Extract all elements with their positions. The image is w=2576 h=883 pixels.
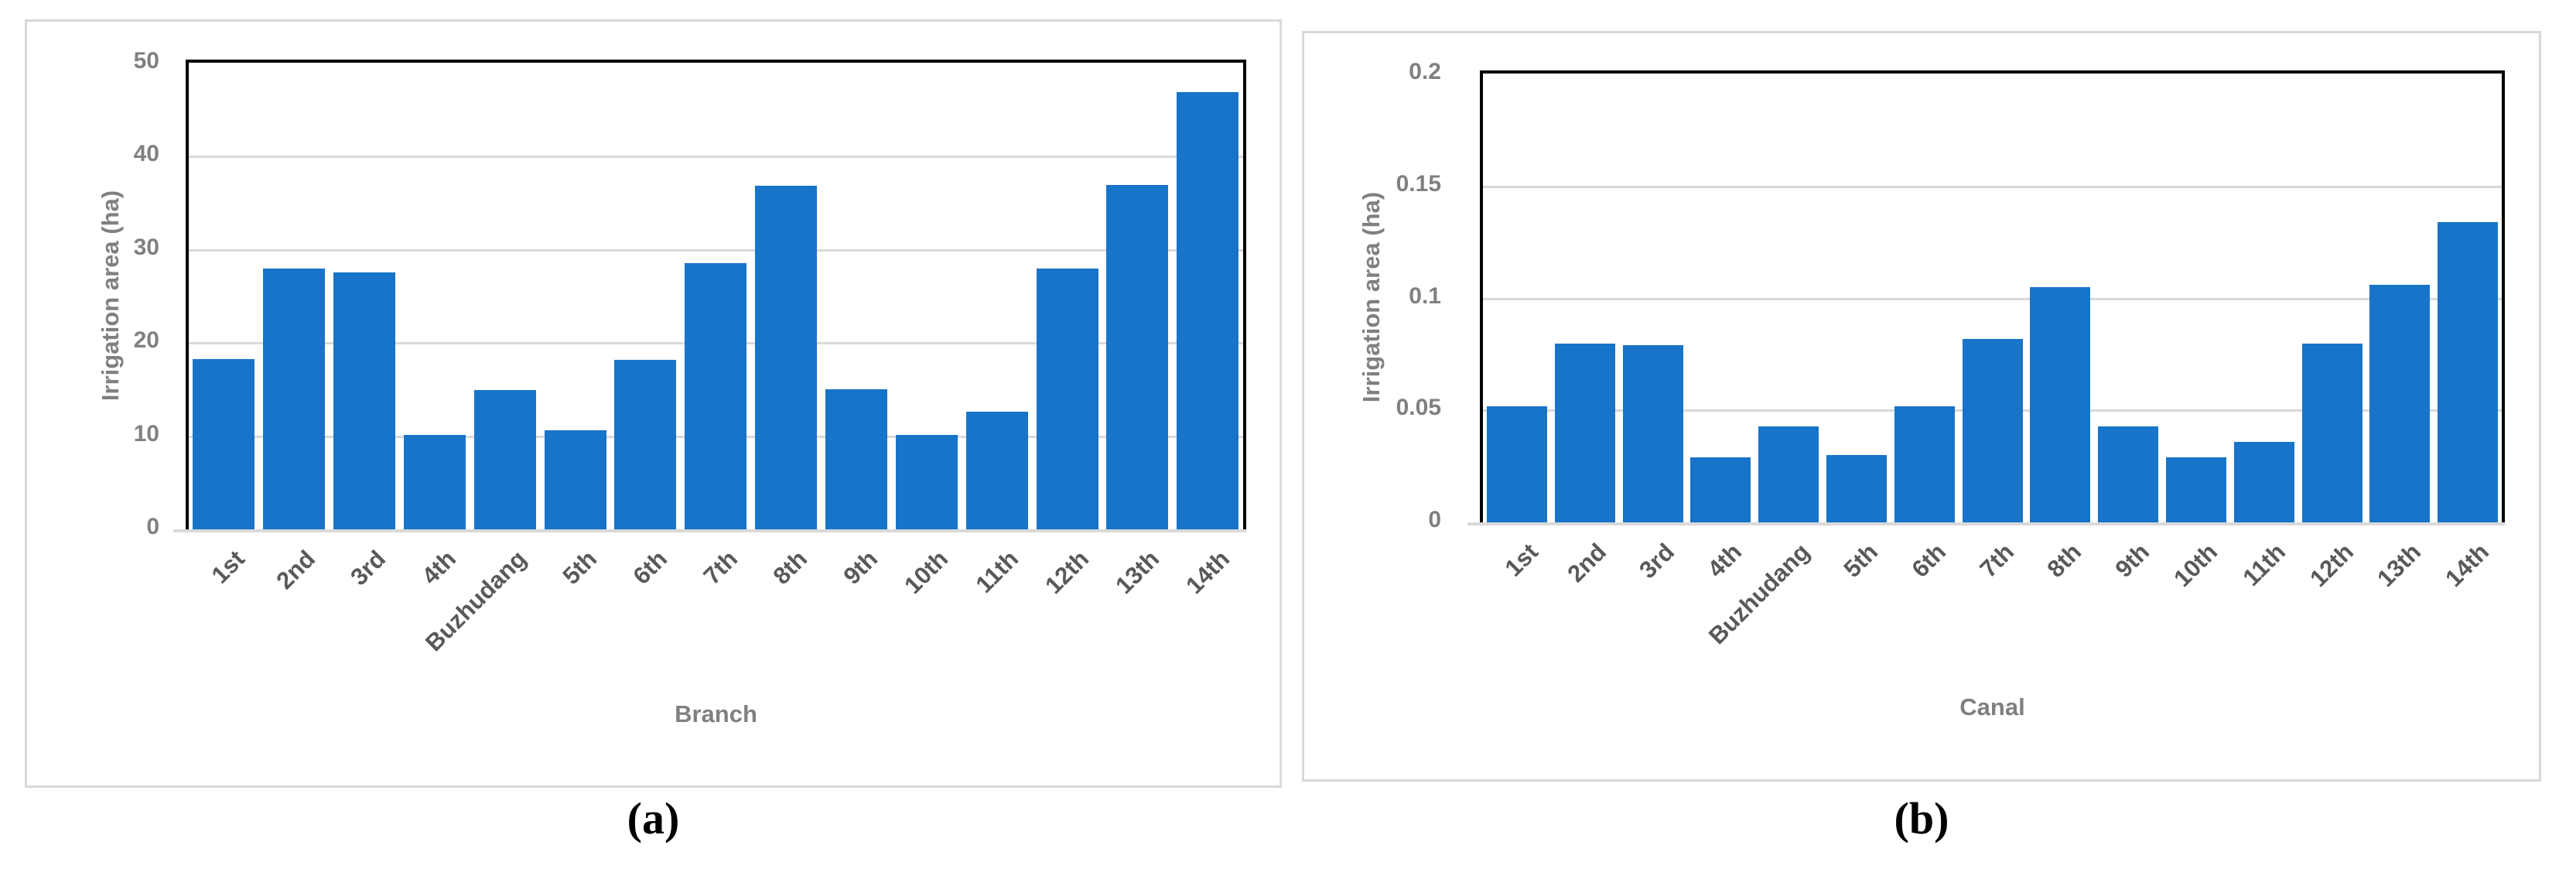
bar-9th xyxy=(825,389,887,532)
gridline xyxy=(189,249,1243,252)
x-tick-label-7th: 7th xyxy=(1974,538,2020,583)
bar-Buzhudang xyxy=(474,390,536,532)
x-tick-label-4th: 4th xyxy=(1702,538,1748,583)
bar-6th xyxy=(614,360,676,532)
bar-8th xyxy=(2030,287,2090,525)
y-tick-label: 20 xyxy=(133,327,159,353)
x-tick-label-5th: 5th xyxy=(1838,538,1884,583)
chart-panel-a: Irrigation area (ha) Branch 0 10 20 30 40 50 1… xyxy=(25,19,1282,788)
x-axis-title-b: Canal xyxy=(1959,693,2025,720)
x-tick-label-13th: 13th xyxy=(2372,538,2427,593)
x-tick-label-3rd: 3rd xyxy=(345,545,391,591)
bar-11th xyxy=(966,412,1028,532)
x-axis-title-a: Branch xyxy=(675,700,757,727)
bar-4th xyxy=(404,435,466,532)
bar-14th xyxy=(1177,92,1238,532)
x-tick-label-10th: 10th xyxy=(899,545,954,600)
gridline xyxy=(1483,298,2502,300)
y-tick-label: 50 xyxy=(133,48,159,74)
y-tick-label: 0 xyxy=(146,514,159,539)
caption-a: (a) xyxy=(627,793,680,844)
bar-10th xyxy=(2166,457,2226,525)
bar-8th xyxy=(755,186,817,532)
bar-2nd xyxy=(263,269,325,532)
x-tick-label-9th: 9th xyxy=(838,545,883,590)
bar-7th xyxy=(685,263,746,532)
bar-12th xyxy=(1037,269,1098,532)
bar-5th xyxy=(545,430,606,532)
y-axis-title-a: Irrigation area (ha) xyxy=(97,190,124,402)
y-tick-label: 0 xyxy=(1428,507,1441,532)
gridline xyxy=(189,156,1243,158)
bar-14th xyxy=(2438,222,2498,525)
gridline xyxy=(1483,186,2502,188)
bar-1st xyxy=(193,359,255,532)
x-tick-label-13th: 13th xyxy=(1110,545,1165,600)
x-tick-label-2nd: 2nd xyxy=(271,545,321,595)
x-tick-label-9th: 9th xyxy=(2110,538,2155,583)
x-tick-label-12th: 12th xyxy=(2304,538,2359,593)
bar-1st xyxy=(1487,406,1547,525)
x-axis-line xyxy=(173,529,1246,532)
y-tick-label: 0.15 xyxy=(1396,171,1441,197)
x-tick-label-7th: 7th xyxy=(698,545,743,590)
y-tick-label: 0.2 xyxy=(1409,59,1441,84)
x-axis-line xyxy=(1467,522,2505,525)
plot-area-b xyxy=(1480,70,2505,525)
x-tick-label-14th: 14th xyxy=(2440,538,2495,593)
x-tick-label-14th: 14th xyxy=(1180,545,1235,600)
y-tick-label: 0.05 xyxy=(1396,395,1441,420)
x-tick-label-10th: 10th xyxy=(2168,538,2223,593)
caption-b: (b) xyxy=(1894,793,1949,844)
x-tick-label-2nd: 2nd xyxy=(1562,538,1612,588)
x-tick-label-6th: 6th xyxy=(627,545,673,590)
x-tick-label-1st: 1st xyxy=(1499,538,1544,582)
bar-13th xyxy=(2369,285,2430,525)
x-tick-label-6th: 6th xyxy=(1906,538,1952,583)
y-tick-label: 0.1 xyxy=(1409,283,1441,309)
bar-7th xyxy=(1963,339,2023,525)
bar-5th xyxy=(1826,455,1887,525)
bar-11th xyxy=(2234,442,2294,525)
bar-3rd xyxy=(333,272,395,532)
bar-2nd xyxy=(1555,344,1615,525)
bar-10th xyxy=(896,435,958,532)
y-tick-label: 40 xyxy=(133,141,159,166)
chart-panel-b: Irrigation area (ha) Canal 0 0.05 0.1 0.15 0… xyxy=(1302,31,2541,782)
bar-3rd xyxy=(1623,345,1683,525)
x-tick-label-5th: 5th xyxy=(557,545,603,590)
plot-area-a xyxy=(186,60,1246,532)
bar-4th xyxy=(1690,457,1751,525)
x-tick-label-1st: 1st xyxy=(206,545,251,589)
x-tick-label-11th: 11th xyxy=(2237,538,2291,591)
y-tick-label: 30 xyxy=(133,234,159,260)
bar-9th xyxy=(2098,426,2158,525)
y-tick-label: 10 xyxy=(133,421,159,447)
bar-13th xyxy=(1106,185,1168,532)
x-tick-label-12th: 12th xyxy=(1040,545,1095,600)
x-tick-label-3rd: 3rd xyxy=(1634,538,1680,584)
bar-12th xyxy=(2302,344,2362,525)
x-tick-label-8th: 8th xyxy=(2041,538,2087,583)
x-tick-label-11th: 11th xyxy=(970,545,1024,598)
x-tick-label-8th: 8th xyxy=(767,545,813,590)
bar-Buzhudang xyxy=(1758,426,1819,525)
x-tick-label-4th: 4th xyxy=(416,545,462,590)
bar-6th xyxy=(1894,406,1955,525)
